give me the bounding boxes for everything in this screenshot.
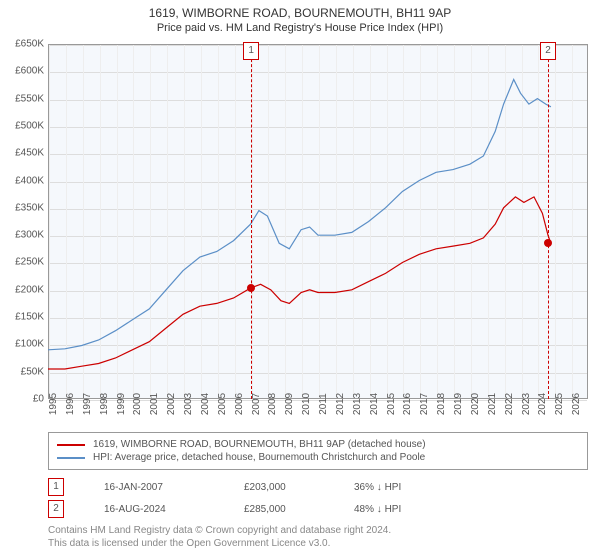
- series-svg: [48, 44, 588, 399]
- x-tick-label: 2024: [537, 393, 548, 415]
- x-tick-label: 1995: [48, 393, 59, 415]
- x-tick-label: 1998: [99, 393, 110, 415]
- y-tick-label: £150K: [15, 312, 44, 323]
- legend-swatch-hpi: [57, 457, 85, 459]
- marker-box: 1: [243, 42, 259, 60]
- x-tick-label: 2013: [352, 393, 363, 415]
- y-tick-label: £550K: [15, 93, 44, 104]
- x-tick-label: 2021: [487, 393, 498, 415]
- x-tick-label: 2001: [149, 393, 160, 415]
- sales-price-1: £203,000: [244, 482, 354, 493]
- marker-line: [548, 44, 549, 399]
- y-tick-label: £650K: [15, 39, 44, 50]
- x-tick-label: 2026: [571, 393, 582, 415]
- sales-table: 1 16-JAN-2007 £203,000 36% ↓ HPI 2 16-AU…: [48, 476, 588, 520]
- attribution: Contains HM Land Registry data © Crown c…: [48, 524, 588, 550]
- x-tick-label: 2016: [402, 393, 413, 415]
- sales-price-2: £285,000: [244, 504, 354, 515]
- x-tick-label: 2000: [132, 393, 143, 415]
- x-tick-label: 2017: [419, 393, 430, 415]
- x-tick-label: 2012: [335, 393, 346, 415]
- y-tick-label: £200K: [15, 284, 44, 295]
- sales-marker-2: 2: [48, 500, 64, 518]
- x-tick-label: 2010: [301, 393, 312, 415]
- x-tick-label: 2020: [470, 393, 481, 415]
- marker-line: [251, 44, 252, 399]
- sales-hpi-1: 36% ↓ HPI: [354, 482, 474, 493]
- legend-swatch-price: [57, 444, 85, 446]
- y-tick-label: £400K: [15, 175, 44, 186]
- sales-marker-1: 1: [48, 478, 64, 496]
- legend-label-price: 1619, WIMBORNE ROAD, BOURNEMOUTH, BH11 9…: [93, 439, 426, 450]
- x-tick-label: 2002: [166, 393, 177, 415]
- x-tick-label: 2015: [386, 393, 397, 415]
- sales-date-1: 16-JAN-2007: [104, 482, 244, 493]
- x-tick-label: 2005: [217, 393, 228, 415]
- x-tick-label: 2008: [267, 393, 278, 415]
- x-tick-label: 2006: [234, 393, 245, 415]
- x-tick-label: 1996: [65, 393, 76, 415]
- chart-subtitle: Price paid vs. HM Land Registry's House …: [0, 22, 600, 34]
- sales-row-2: 2 16-AUG-2024 £285,000 48% ↓ HPI: [48, 498, 588, 520]
- x-tick-label: 2018: [436, 393, 447, 415]
- chart-container: 1619, WIMBORNE ROAD, BOURNEMOUTH, BH11 9…: [0, 0, 600, 560]
- plot-area: £0£50K£100K£150K£200K£250K£300K£350K£400…: [48, 44, 588, 399]
- y-tick-label: £0: [33, 394, 44, 405]
- y-tick-label: £50K: [21, 366, 44, 377]
- marker-box: 2: [540, 42, 556, 60]
- attribution-line1: Contains HM Land Registry data © Crown c…: [48, 524, 588, 537]
- legend: 1619, WIMBORNE ROAD, BOURNEMOUTH, BH11 9…: [48, 432, 588, 470]
- x-tick-label: 2004: [200, 393, 211, 415]
- x-tick-label: 2022: [504, 393, 515, 415]
- x-tick-label: 1997: [82, 393, 93, 415]
- sales-date-2: 16-AUG-2024: [104, 504, 244, 515]
- attribution-line2: This data is licensed under the Open Gov…: [48, 537, 588, 550]
- series-line: [48, 197, 551, 369]
- chart-title: 1619, WIMBORNE ROAD, BOURNEMOUTH, BH11 9…: [0, 0, 600, 20]
- sales-row-1: 1 16-JAN-2007 £203,000 36% ↓ HPI: [48, 476, 588, 498]
- y-tick-label: £300K: [15, 230, 44, 241]
- sale-dot: [544, 239, 552, 247]
- legend-label-hpi: HPI: Average price, detached house, Bour…: [93, 452, 425, 463]
- x-tick-label: 2019: [453, 393, 464, 415]
- y-tick-label: £450K: [15, 148, 44, 159]
- y-tick-label: £500K: [15, 120, 44, 131]
- y-tick-label: £100K: [15, 339, 44, 350]
- y-tick-label: £600K: [15, 66, 44, 77]
- x-tick-label: 2011: [318, 393, 329, 415]
- y-tick-label: £250K: [15, 257, 44, 268]
- sales-hpi-2: 48% ↓ HPI: [354, 504, 474, 515]
- legend-row-hpi: HPI: Average price, detached house, Bour…: [57, 452, 579, 463]
- x-tick-label: 2009: [284, 393, 295, 415]
- x-tick-label: 2003: [183, 393, 194, 415]
- sale-dot: [247, 284, 255, 292]
- x-tick-label: 1999: [116, 393, 127, 415]
- y-tick-label: £350K: [15, 202, 44, 213]
- x-tick-label: 2025: [554, 393, 565, 415]
- legend-row-price: 1619, WIMBORNE ROAD, BOURNEMOUTH, BH11 9…: [57, 439, 579, 450]
- series-line: [48, 80, 551, 350]
- x-tick-label: 2014: [369, 393, 380, 415]
- x-tick-label: 2023: [521, 393, 532, 415]
